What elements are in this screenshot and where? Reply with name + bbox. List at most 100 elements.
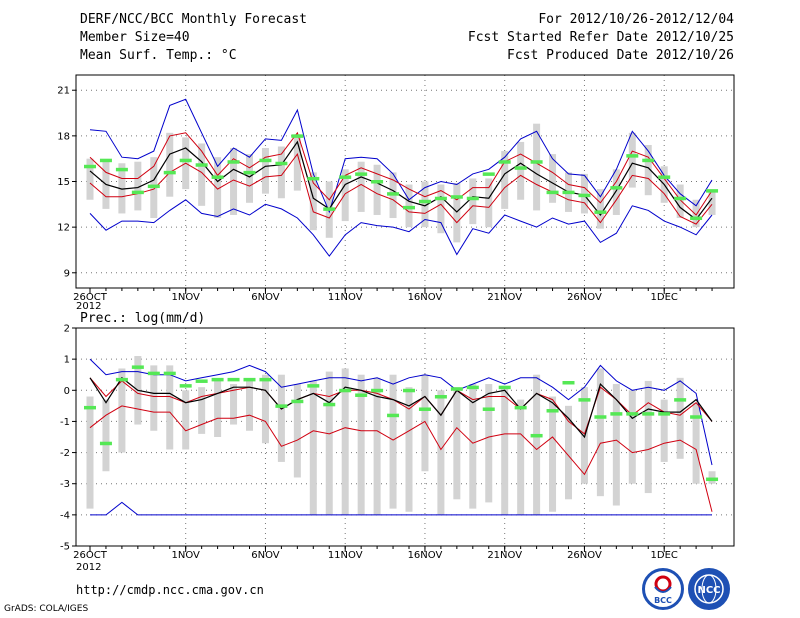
grads-credit: GrADS: COLA/IGES [4,604,89,614]
range-bar [549,154,557,203]
range-bar [230,384,238,425]
series-line-min [90,501,712,516]
range-bar [437,184,445,234]
range-bar [214,157,222,219]
observation-marker [450,387,463,391]
observation-marker [498,385,511,390]
range-bar [405,184,413,228]
plot-frame [75,327,735,547]
observation-marker [84,164,96,169]
observation-marker [466,385,479,390]
observation-marker [291,134,304,138]
observation-marker [115,167,128,172]
series-line-min [89,199,713,257]
y-tick-label: 9 [64,268,70,279]
y-tick-label: 1 [64,355,70,366]
series-line-max [89,98,713,214]
x-tick-label: 26OCT [73,292,108,303]
observation-marker [147,184,160,189]
observation-marker [163,371,176,376]
y-tick-label: -2 [60,448,70,459]
observation-marker [307,176,320,181]
observation-marker [403,205,415,210]
observation-marker [259,377,272,382]
range-bar [277,146,285,199]
range-bar [421,181,429,228]
forecast-period: For 2012/10/26-2012/12/04 [538,12,734,27]
range-bar [214,380,222,437]
range-bar [533,374,541,515]
observation-marker [227,377,240,382]
range-bar [246,380,253,431]
range-bar [134,161,142,211]
series-line-lower-spread [89,405,713,512]
y-tick-label: 2 [64,324,70,335]
observation-marker [594,210,607,214]
range-bar [198,143,206,206]
observation-marker [323,207,336,211]
observation-marker [674,398,687,402]
range-bar [453,183,461,243]
y-tick-label: 0 [64,386,70,397]
range-bar [293,134,301,191]
observation-marker [546,409,559,413]
y-tick-label: 12 [57,223,70,234]
observation-marker [163,170,176,175]
range-bar [676,184,684,219]
range-bar [230,148,238,215]
range-bar [293,384,301,478]
observation-marker [179,384,192,388]
observation-marker [562,381,575,385]
range-bar [309,172,317,231]
observation-marker [418,199,431,204]
x-tick-year: 2012 [76,562,101,573]
range-bar [166,365,174,450]
observation-marker [578,193,591,198]
range-bar [166,132,174,197]
observation-marker [275,161,288,166]
range-bar [357,161,365,212]
range-bar [469,384,477,509]
range-bar [86,158,94,200]
x-tick-label: 26NOV [567,292,602,303]
range-bar [644,380,652,494]
observation-marker [450,195,463,199]
range-bar [421,374,429,472]
y-tick-label: -4 [60,510,70,521]
observation-marker [610,412,623,416]
range-bar [644,144,652,196]
bcc-logo: BCC [642,568,684,610]
range-bar [517,141,525,200]
range-bar [341,368,349,515]
range-bar [660,399,668,462]
observation-marker [642,158,655,163]
x-tick-label: 1DEC [651,550,678,561]
source-url[interactable]: http://cmdp.ncc.cma.gov.cn [76,583,264,597]
range-bar [628,390,636,484]
x-tick-label: 1NOV [172,292,201,303]
range-bar [708,190,716,215]
range-bar [118,368,126,453]
range-bar [549,396,557,512]
range-bar [373,164,381,215]
series-line-max [89,358,713,466]
range-bar [357,374,365,515]
range-bar [261,374,269,444]
observation-marker [594,415,607,419]
series-line-ensemble-mean [89,376,713,439]
x-tick-year: 2012 [76,301,101,312]
observation-marker [323,402,336,407]
observation-marker [387,192,400,196]
range-bar [612,384,620,506]
observation-marker [355,172,368,176]
series-line-upper-spread [89,377,713,435]
range-bar [198,387,206,434]
x-tick-label: 26OCT [73,550,108,561]
observation-marker [259,158,272,163]
series-line-upper-spread [89,131,713,216]
observation-marker [275,404,288,408]
observation-marker [706,189,719,193]
ncc-logo: NCC [688,568,730,610]
observation-marker [403,388,415,393]
